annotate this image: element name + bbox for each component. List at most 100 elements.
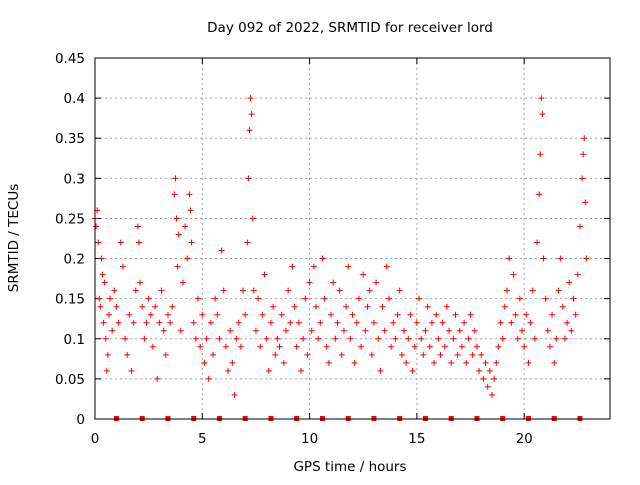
data-point (426, 343, 433, 350)
data-point (124, 351, 131, 358)
ticks: 0 0.05 0.1 0.15 0.2 0.25 0.3 0.35 0.4 0.45 0 5 10 15 2… (55, 51, 610, 447)
data-point (516, 295, 523, 302)
data-point (531, 335, 538, 342)
data-point (467, 311, 474, 318)
data-point (454, 351, 461, 358)
data-point (93, 223, 100, 230)
data-point (184, 255, 191, 262)
data-point (100, 319, 107, 326)
data-point (141, 335, 148, 342)
data-point (182, 223, 189, 230)
data-point (130, 319, 137, 326)
x-tick-label: 10 (301, 431, 318, 447)
data-point (413, 319, 420, 326)
data-point (317, 319, 324, 326)
x-axis-label: GPS time / hours (293, 459, 406, 475)
data-point (162, 351, 169, 358)
data-point (173, 215, 180, 222)
data-point (174, 263, 181, 270)
data-point (495, 343, 502, 350)
data-point (149, 343, 156, 350)
data-point (379, 303, 386, 310)
data-point (197, 343, 204, 350)
data-point (242, 311, 249, 318)
data-point (119, 263, 126, 270)
data-point (555, 287, 562, 294)
data-point (214, 311, 221, 318)
data-point (171, 191, 178, 198)
data-point (111, 287, 118, 294)
data-point (360, 271, 367, 278)
data-point (98, 255, 105, 262)
y-tick-label: 0.25 (55, 211, 85, 227)
data-point (274, 335, 281, 342)
data-point (225, 367, 232, 374)
data-point (240, 287, 247, 294)
data-point (499, 335, 506, 342)
data-point (134, 223, 141, 230)
data-point (525, 359, 532, 366)
data-point (249, 215, 256, 222)
data-point (407, 311, 414, 318)
data-point (435, 335, 442, 342)
data-point (295, 319, 302, 326)
data-point (102, 335, 109, 342)
data-point (340, 327, 347, 334)
data-point (313, 303, 320, 310)
data-point (570, 295, 577, 302)
data-point (411, 343, 418, 350)
data-point (237, 343, 244, 350)
data-point (248, 111, 255, 118)
data-point (572, 311, 579, 318)
data-point (328, 311, 335, 318)
data-point (143, 319, 150, 326)
data-point (152, 303, 159, 310)
data-point (580, 151, 587, 158)
data-point (504, 287, 510, 294)
data-point (259, 311, 266, 318)
y-tick-label: 0.4 (64, 91, 85, 107)
data-point (461, 319, 468, 326)
data-point (521, 343, 528, 350)
x-tick-label: 5 (198, 431, 207, 447)
data-point (551, 359, 558, 366)
data-point (158, 287, 165, 294)
data-point (96, 295, 103, 302)
data-point (347, 335, 354, 342)
data-point (553, 335, 560, 342)
data-point (203, 335, 210, 342)
data-point (458, 343, 465, 350)
data-point (247, 95, 254, 102)
data-point (476, 367, 483, 374)
data-point (245, 175, 252, 182)
data-point (506, 255, 513, 262)
data-point (336, 287, 343, 294)
data-point (104, 351, 111, 358)
data-point (381, 327, 388, 334)
data-point (233, 335, 240, 342)
data-point (231, 391, 238, 398)
data-point (101, 279, 108, 286)
data-point (97, 303, 104, 310)
data-point (366, 287, 373, 294)
data-point (210, 351, 217, 358)
data-point (385, 295, 392, 302)
data-point (321, 295, 328, 302)
data-point (473, 343, 480, 350)
data-point (315, 335, 322, 342)
data-point (538, 95, 545, 102)
data-point (160, 327, 167, 334)
data-point (537, 151, 544, 158)
data-point (235, 319, 242, 326)
data-point (187, 207, 194, 214)
data-points (92, 95, 590, 421)
data-point (276, 343, 283, 350)
data-point (557, 255, 564, 262)
data-point (293, 343, 300, 350)
data-point (212, 295, 219, 302)
data-point (392, 335, 399, 342)
data-point (205, 375, 212, 382)
data-point (581, 135, 588, 142)
data-point (463, 359, 470, 366)
data-point (220, 287, 227, 294)
